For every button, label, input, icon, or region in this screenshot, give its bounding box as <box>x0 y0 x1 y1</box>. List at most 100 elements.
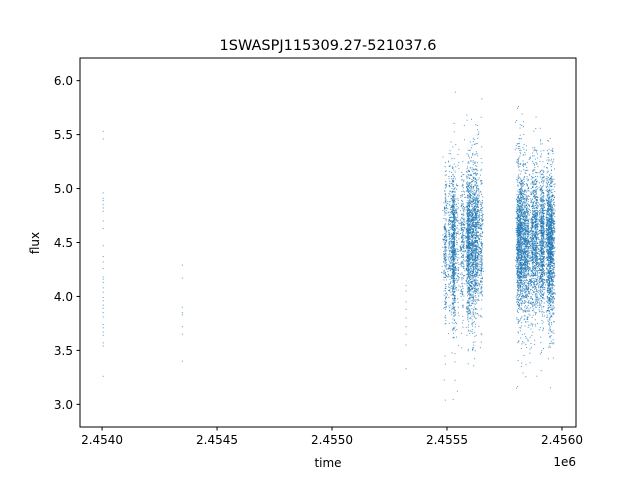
data-point <box>449 216 451 218</box>
data-point <box>536 303 538 305</box>
data-point <box>472 250 474 252</box>
data-point <box>479 174 481 176</box>
data-point <box>472 242 474 244</box>
data-point <box>454 228 456 230</box>
data-point <box>448 296 450 298</box>
data-point <box>455 289 457 291</box>
data-point <box>473 216 475 218</box>
data-point <box>478 222 479 224</box>
data-point <box>535 270 537 272</box>
data-point <box>449 227 451 229</box>
data-point <box>449 165 451 167</box>
data-point <box>534 210 536 212</box>
data-point <box>554 293 556 295</box>
data-point <box>469 268 471 270</box>
data-point <box>472 260 474 262</box>
data-point <box>462 231 464 233</box>
data-point <box>477 235 479 237</box>
data-point <box>453 123 455 124</box>
data-point <box>444 208 446 210</box>
data-point <box>463 275 465 277</box>
data-point <box>465 237 467 239</box>
data-point <box>454 298 456 300</box>
data-point <box>475 165 477 167</box>
data-point <box>102 334 104 336</box>
data-point <box>553 222 555 224</box>
data-point <box>480 234 482 236</box>
data-point <box>518 222 520 224</box>
data-point <box>481 252 483 254</box>
data-point <box>466 278 468 279</box>
data-point <box>470 276 472 278</box>
data-point <box>540 194 542 196</box>
data-point <box>443 246 445 248</box>
data-point <box>461 171 463 173</box>
data-point <box>534 235 536 237</box>
data-point <box>470 214 472 216</box>
data-point <box>517 261 519 263</box>
data-point <box>475 191 477 193</box>
data-point <box>458 278 460 280</box>
data-point <box>553 252 555 254</box>
data-point <box>471 275 473 277</box>
data-point <box>452 206 454 208</box>
data-point <box>449 219 451 221</box>
data-point <box>454 299 456 301</box>
data-point <box>525 344 527 346</box>
data-point <box>477 224 479 226</box>
data-point <box>525 201 527 203</box>
data-point <box>545 178 547 180</box>
data-point <box>467 299 469 301</box>
data-point <box>454 194 456 196</box>
data-point <box>476 197 478 199</box>
data-point <box>533 244 535 246</box>
data-point <box>450 228 452 230</box>
data-point <box>450 241 452 243</box>
data-point <box>473 173 475 175</box>
data-point <box>472 231 474 233</box>
data-point <box>472 236 474 238</box>
data-point <box>445 298 446 300</box>
data-point <box>518 282 520 284</box>
data-point <box>452 180 454 182</box>
data-point <box>444 253 446 255</box>
data-point <box>470 285 472 287</box>
data-point <box>459 250 461 252</box>
data-point <box>447 276 449 278</box>
data-point <box>458 270 460 272</box>
data-point <box>452 166 454 168</box>
data-point <box>470 156 472 158</box>
data-point <box>520 194 522 196</box>
data-point <box>541 215 543 217</box>
data-point <box>478 282 480 284</box>
data-point <box>474 181 476 183</box>
data-point <box>475 206 477 208</box>
data-point <box>453 217 455 219</box>
data-point <box>467 317 469 319</box>
data-point <box>470 284 472 286</box>
data-point <box>475 323 477 325</box>
data-point <box>535 239 537 241</box>
data-point <box>481 182 483 184</box>
data-point <box>479 234 481 236</box>
data-point <box>519 277 521 279</box>
data-point <box>452 237 454 239</box>
data-point <box>476 244 478 246</box>
data-point <box>537 153 539 155</box>
data-point <box>535 288 537 290</box>
data-point <box>517 285 519 287</box>
data-point <box>467 248 469 250</box>
data-point <box>525 201 527 203</box>
data-point <box>543 206 545 208</box>
data-point <box>535 191 537 193</box>
data-point <box>516 273 518 275</box>
data-point <box>454 273 456 275</box>
data-point <box>452 233 454 235</box>
data-point <box>478 225 480 227</box>
data-point <box>481 265 483 267</box>
data-point <box>539 194 541 196</box>
data-point <box>465 240 467 242</box>
data-point <box>459 247 461 249</box>
data-point <box>462 288 464 290</box>
data-point <box>102 227 104 229</box>
